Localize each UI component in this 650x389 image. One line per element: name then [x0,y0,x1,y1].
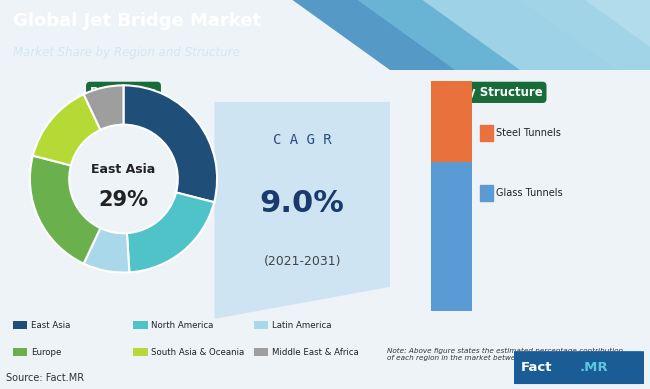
Text: Note: Above figure states the estimated percentage contribution
of each region i: Note: Above figure states the estimated … [387,347,623,361]
Wedge shape [124,85,217,202]
Text: 29%: 29% [99,189,148,210]
Text: Source: Fact.MR: Source: Fact.MR [6,373,84,383]
Text: North America: North America [151,321,214,330]
Wedge shape [127,193,214,272]
Bar [432,81,472,162]
Bar [480,125,493,141]
Text: .MR: .MR [580,361,608,374]
Text: Fact: Fact [521,361,552,374]
Wedge shape [84,228,129,273]
Text: Glass Tunnels: Glass Tunnels [497,188,563,198]
Bar [254,321,268,329]
Bar [133,348,148,356]
Text: East Asia: East Asia [31,321,71,330]
Text: C A G R: C A G R [273,133,332,147]
Text: By Region: By Region [90,86,157,99]
Polygon shape [358,0,650,70]
Text: East Asia: East Asia [92,163,155,176]
Text: Latin America: Latin America [272,321,332,330]
Wedge shape [33,94,100,165]
Text: Market Share by Region and Structure: Market Share by Region and Structure [13,46,240,59]
Bar [480,185,493,201]
Text: Steel Tunnels: Steel Tunnels [497,128,561,138]
Text: 9.0%: 9.0% [260,189,344,219]
Wedge shape [84,85,124,130]
Text: South Asia & Oceania: South Asia & Oceania [151,348,244,357]
Text: Global Jet Bridge Market: Global Jet Bridge Market [13,12,261,30]
Polygon shape [292,0,618,70]
Bar [13,321,27,329]
Text: Middle East & Africa: Middle East & Africa [272,348,358,357]
Polygon shape [214,102,390,319]
Bar [432,162,472,311]
Text: Europe: Europe [31,348,62,357]
FancyBboxPatch shape [510,351,647,384]
Bar [254,348,268,356]
Bar [133,321,148,329]
Bar [13,348,27,356]
Text: (2021-2031): (2021-2031) [263,255,341,268]
Wedge shape [30,156,100,264]
Text: By Structure: By Structure [459,86,542,99]
Polygon shape [422,0,650,70]
